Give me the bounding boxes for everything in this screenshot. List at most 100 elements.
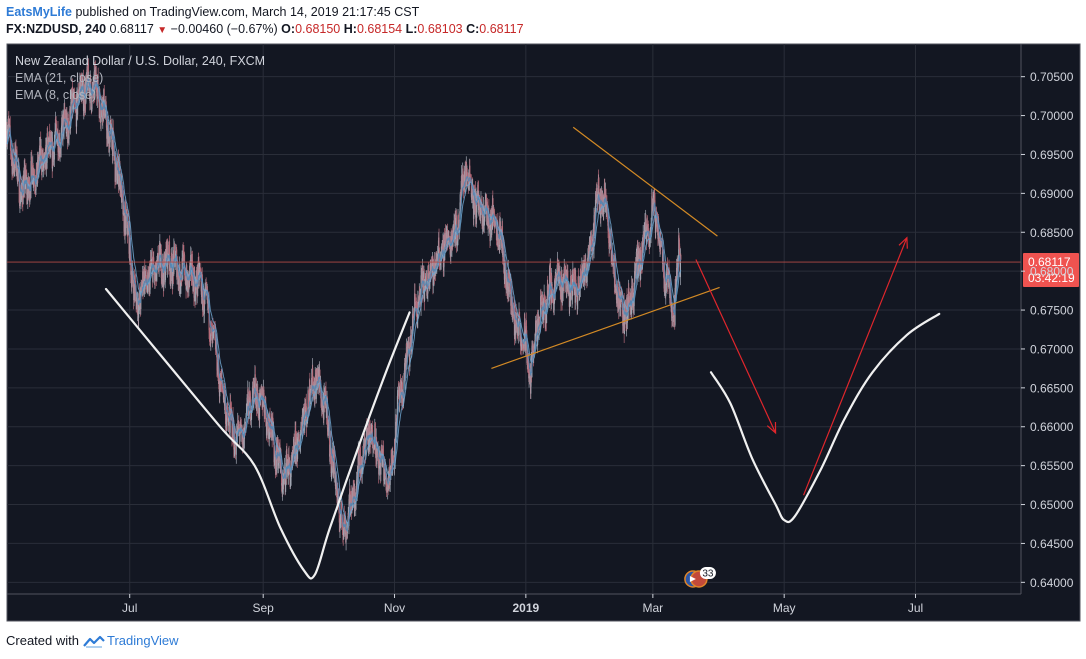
- candle-body: [342, 528, 344, 535]
- candle-body: [157, 255, 159, 261]
- candle-body: [400, 383, 402, 390]
- candle-body: [453, 224, 455, 236]
- candle-body: [107, 127, 109, 140]
- candle-body: [194, 284, 196, 302]
- candle-body: [521, 343, 523, 345]
- price-axis[interactable]: 0.70500 0.70000 0.69500 0.69000 0.68500 0.680…: [1020, 44, 1074, 594]
- candle-body: [289, 477, 291, 487]
- candle-body: [150, 263, 152, 265]
- candle-body: [292, 455, 294, 457]
- candle-body: [466, 172, 468, 177]
- candle-body: [567, 284, 569, 292]
- candle-body: [655, 220, 657, 233]
- candle-body: [541, 297, 543, 303]
- candle-body: [131, 279, 133, 288]
- candle-body: [381, 446, 383, 449]
- candle-body: [584, 259, 586, 267]
- candle-body: [23, 168, 25, 177]
- candle-body: [620, 296, 622, 307]
- chart-panel[interactable]: [6, 43, 1081, 622]
- candle-body: [50, 139, 52, 151]
- time-axis[interactable]: Jul Sep Nov 2019 Mar May Jul: [7, 593, 1021, 615]
- candle-body: [349, 488, 351, 503]
- candle-body: [100, 104, 102, 118]
- price-tick-label: 0.65000: [1030, 498, 1074, 512]
- candle-body: [7, 132, 9, 137]
- candle-body: [446, 231, 448, 243]
- candle-body: [24, 166, 26, 190]
- candle-body: [222, 387, 224, 400]
- candle-body: [436, 256, 438, 262]
- indicator-ema-8[interactable]: EMA (8, close): [15, 88, 96, 102]
- candle-body: [510, 292, 512, 306]
- candle-body: [90, 77, 92, 82]
- candle-body: [15, 145, 17, 169]
- candle-body: [589, 242, 591, 252]
- tradingview-brand[interactable]: TradingView: [106, 633, 179, 648]
- candle-body: [395, 421, 397, 453]
- candle-body: [335, 479, 337, 486]
- candle-body: [608, 234, 610, 247]
- candle-body: [332, 468, 334, 475]
- candle-body: [561, 276, 563, 280]
- price-tick-label: 0.70500: [1030, 70, 1074, 84]
- candle-body: [304, 404, 306, 418]
- candle-body: [346, 532, 348, 534]
- high-label: H:: [343, 22, 357, 36]
- candle-body: [202, 301, 204, 311]
- candle-body: [264, 405, 266, 415]
- author-name[interactable]: EatsMyLife: [6, 5, 72, 19]
- candle-body: [164, 272, 166, 283]
- candle-body: [235, 444, 237, 455]
- candle-body: [29, 180, 31, 202]
- candle-body: [369, 428, 371, 432]
- time-tick-label: 2019: [512, 601, 539, 615]
- candle-body: [619, 288, 621, 301]
- candle-body: [106, 125, 108, 139]
- candle-body: [486, 201, 488, 225]
- candle-body: [174, 260, 176, 267]
- time-tick-label: Jul: [908, 601, 923, 615]
- candle-body: [395, 415, 397, 436]
- candle-body: [250, 419, 252, 422]
- candle-body: [341, 523, 343, 529]
- candle-body: [96, 83, 98, 99]
- candle-body: [344, 517, 346, 525]
- candle-body: [343, 514, 345, 529]
- candle-body: [180, 272, 182, 279]
- candle-body: [142, 271, 144, 292]
- candle-body: [672, 315, 674, 318]
- candle-body: [643, 234, 645, 246]
- candle-body: [483, 219, 485, 226]
- candle-body: [538, 318, 540, 331]
- candle-body: [205, 286, 207, 290]
- candle-body: [8, 118, 10, 124]
- candle-body: [364, 438, 366, 446]
- candle-body: [87, 63, 89, 81]
- candle-body: [130, 253, 132, 275]
- candle-body: [301, 414, 303, 434]
- indicator-ema-21[interactable]: EMA (21, close): [15, 71, 103, 85]
- candle-body: [556, 267, 558, 280]
- events-badge[interactable]: 33: [684, 567, 716, 588]
- candle-body: [485, 194, 487, 206]
- chart-legend: New Zealand Dollar / U.S. Dollar, 240, F…: [15, 54, 265, 102]
- candle-body: [447, 235, 449, 240]
- candle-body: [580, 275, 582, 280]
- candle-body: [408, 341, 410, 343]
- candle-body: [297, 435, 299, 439]
- candle-body: [146, 290, 148, 292]
- candle-body: [654, 195, 656, 201]
- candle-body: [470, 183, 472, 198]
- candle-body: [231, 413, 233, 438]
- candle-body: [497, 242, 499, 246]
- candle-body: [222, 385, 224, 389]
- candle-body: [278, 453, 280, 461]
- candle-body: [628, 296, 630, 299]
- candle-body: [55, 118, 57, 123]
- candle-body: [209, 332, 211, 341]
- candle-body: [267, 420, 269, 434]
- candle-body: [175, 249, 177, 251]
- candle-body: [35, 190, 37, 191]
